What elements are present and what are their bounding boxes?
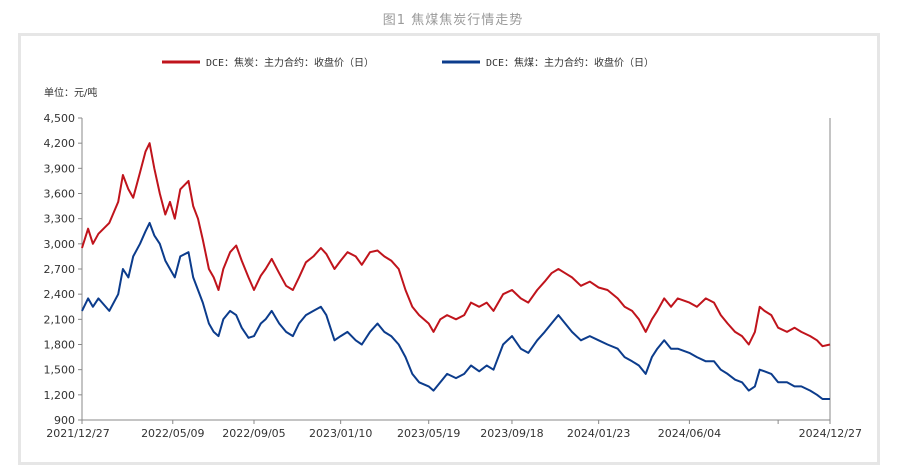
y-tick-label: 1,800 (44, 339, 76, 352)
x-tick-label: 2024/06/04 (658, 427, 721, 440)
unit-label: 单位：元/吨 (44, 86, 97, 99)
x-tick-label: 2023/05/19 (397, 427, 460, 440)
y-tick-label: 3,900 (44, 162, 76, 175)
x-tick-label: 2023/09/18 (480, 427, 543, 440)
y-tick-label: 900 (54, 414, 75, 427)
x-tick-label: 2024/01/23 (567, 427, 630, 440)
x-tick-label: 2022/05/09 (141, 427, 204, 440)
chart-frame (18, 33, 880, 465)
series-layer (81, 142, 831, 400)
y-tick-label: 4,200 (44, 137, 76, 150)
y-tick-label: 3,600 (44, 188, 76, 201)
legend: DCE：焦炭：主力合约：收盘价（日） DCE：焦煤：主力合约：收盘价（日） (162, 56, 654, 69)
x-tick-label: 2022/09/05 (222, 427, 285, 440)
x-tick-label: 2023/01/10 (309, 427, 372, 440)
y-tick-label: 2,700 (44, 263, 76, 276)
y-tick-label: 2,100 (44, 313, 76, 326)
x-tick-label: 2024/12/27 (799, 427, 862, 440)
y-tick-label: 1,500 (44, 364, 76, 377)
y-tick-label: 2,400 (44, 288, 76, 301)
series-line-coking-coal (81, 221, 830, 400)
y-tick-label: 3,300 (44, 213, 76, 226)
y-tick-label: 4,500 (44, 112, 76, 125)
y-tick-label: 1,200 (44, 389, 76, 402)
x-axis: 2021/12/27 2022/05/09 2022/09/05 2023/01/10… (46, 419, 862, 440)
series-line-coke (81, 142, 831, 348)
legend-label-coking-coal: DCE：焦煤：主力合约：收盘价（日） (486, 56, 654, 69)
y-tick-label: 3,000 (44, 238, 76, 251)
x-tick-label: 2021/12/27 (46, 427, 109, 440)
figure-title: 图1 焦煤焦炭行情走势 (382, 13, 524, 28)
y-axis: 900 1,200 1,500 1,800 2,100 2,400 2,700 3,000 3,… (44, 112, 831, 427)
legend-label-coke: DCE：焦炭：主力合约：收盘价（日） (206, 56, 374, 69)
